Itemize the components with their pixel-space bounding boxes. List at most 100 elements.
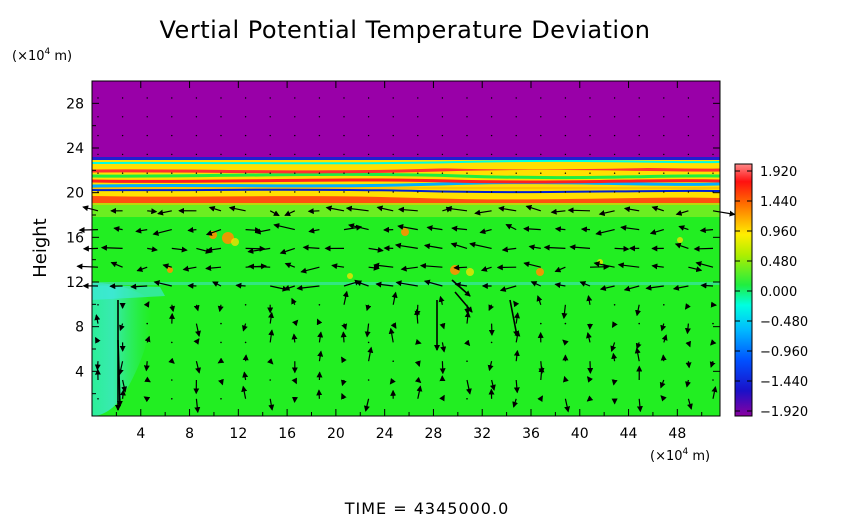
vector-dot	[195, 191, 198, 193]
vector-dot	[589, 153, 591, 156]
wind-arrow	[564, 398, 571, 413]
vector-dot	[269, 191, 271, 193]
wind-arrow	[513, 349, 520, 362]
wind-arrow	[242, 371, 249, 381]
vector-dot	[564, 153, 567, 156]
vector-dot	[244, 134, 247, 137]
wind-arrow	[345, 205, 369, 212]
wind-arrow	[537, 395, 543, 402]
vector-dot	[613, 304, 616, 306]
x-tick-label: 32	[473, 426, 491, 442]
vector-dot	[343, 172, 345, 174]
vector-dot	[220, 191, 222, 193]
wind-arrow	[635, 304, 641, 317]
wind-arrow	[268, 311, 275, 324]
y-axis-label: Height	[30, 218, 51, 278]
vector-dot	[318, 153, 321, 156]
vector-dot	[564, 116, 567, 118]
wind-arrow	[331, 263, 345, 270]
vector-dot	[515, 97, 517, 99]
vector-dot	[540, 191, 542, 193]
vector-dot	[490, 153, 493, 156]
wind-arrow	[536, 295, 543, 305]
wind-arrow	[469, 241, 492, 249]
vector-dot	[515, 172, 517, 174]
vector-dot	[121, 116, 124, 118]
wind-arrow	[523, 261, 541, 268]
wind-arrow	[376, 205, 394, 212]
wind-arrow	[364, 323, 371, 338]
vector-dot	[195, 172, 198, 174]
wind-arrow	[307, 208, 320, 215]
wind-arrow	[143, 301, 150, 308]
wind-arrow	[365, 304, 372, 312]
wind-arrow	[397, 223, 418, 231]
vector-dot	[663, 191, 665, 193]
vector-dot	[220, 398, 222, 400]
vector-dot	[417, 134, 419, 137]
wind-arrow	[373, 262, 394, 269]
vector-dot	[146, 153, 148, 156]
vector-dot	[171, 116, 173, 118]
wind-arrow	[684, 323, 691, 335]
vector-dot	[638, 97, 640, 99]
vector-dot	[490, 97, 493, 99]
vector-dot	[687, 191, 690, 193]
vector-dot	[613, 191, 616, 193]
vector-dot	[589, 116, 591, 118]
vector-dot	[638, 153, 640, 156]
x-tick-label: 16	[278, 426, 296, 442]
vector-dot	[97, 116, 99, 118]
vector-dot	[490, 191, 493, 193]
wind-arrow	[451, 225, 468, 232]
wind-arrow	[143, 361, 150, 372]
vector-dot	[589, 191, 591, 193]
vector-dot	[220, 341, 222, 344]
y-tick-label: 28	[66, 96, 84, 112]
wind-arrow	[355, 280, 369, 287]
vector-dot	[244, 153, 247, 156]
vector-dot	[441, 172, 444, 174]
wind-arrow	[415, 338, 422, 345]
wind-arrow	[136, 266, 148, 272]
wind-arrow	[479, 228, 492, 235]
wind-arrow	[488, 304, 494, 312]
wind-arrow	[195, 361, 201, 374]
wind-arrow	[513, 379, 520, 394]
vector-dot	[220, 172, 222, 174]
vector-dot	[294, 134, 296, 137]
wind-arrow	[147, 208, 158, 215]
vector-dot	[663, 304, 665, 306]
vector-dot	[638, 134, 640, 137]
wind-arrow	[651, 263, 664, 270]
wind-arrow	[528, 244, 541, 251]
vector-dot	[367, 341, 370, 344]
wind-arrow	[598, 210, 615, 217]
colorbar-tick-label: 1.920	[760, 165, 797, 180]
wind-arrow	[291, 377, 297, 385]
wind-arrow	[228, 205, 246, 212]
vector-dot	[121, 134, 124, 137]
vector-dot	[712, 134, 714, 137]
wind-arrow	[157, 209, 172, 216]
vector-dot	[540, 322, 542, 325]
chart-title: Vertial Potential Temperature Deviation	[160, 16, 651, 44]
wind-arrow	[562, 375, 569, 383]
vector-dot	[417, 153, 419, 156]
wind-arrow	[660, 354, 667, 362]
wind-arrow	[144, 335, 151, 343]
vector-dot	[367, 153, 370, 156]
time-label: TIME = 4345000.0	[344, 499, 510, 518]
wind-arrow	[414, 308, 421, 324]
wind-arrow	[464, 311, 471, 324]
wind-arrow	[617, 262, 640, 269]
vector-dot	[269, 379, 272, 381]
wind-arrow	[674, 242, 689, 249]
vector-dot	[540, 153, 542, 156]
vector-dot	[540, 172, 542, 174]
vector-dot	[146, 191, 148, 193]
vector-dot	[121, 191, 124, 193]
wind-arrow	[194, 398, 201, 414]
wind-arrow	[302, 244, 320, 251]
vector-dot	[195, 153, 198, 156]
